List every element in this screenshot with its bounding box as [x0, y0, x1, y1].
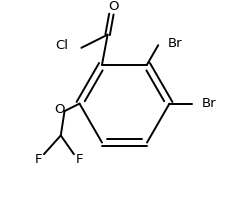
Text: Br: Br — [201, 97, 216, 110]
Text: O: O — [55, 103, 65, 116]
Text: Cl: Cl — [55, 39, 68, 52]
Text: O: O — [108, 0, 118, 13]
Text: F: F — [35, 153, 42, 166]
Text: F: F — [76, 153, 83, 166]
Text: Br: Br — [168, 37, 182, 50]
